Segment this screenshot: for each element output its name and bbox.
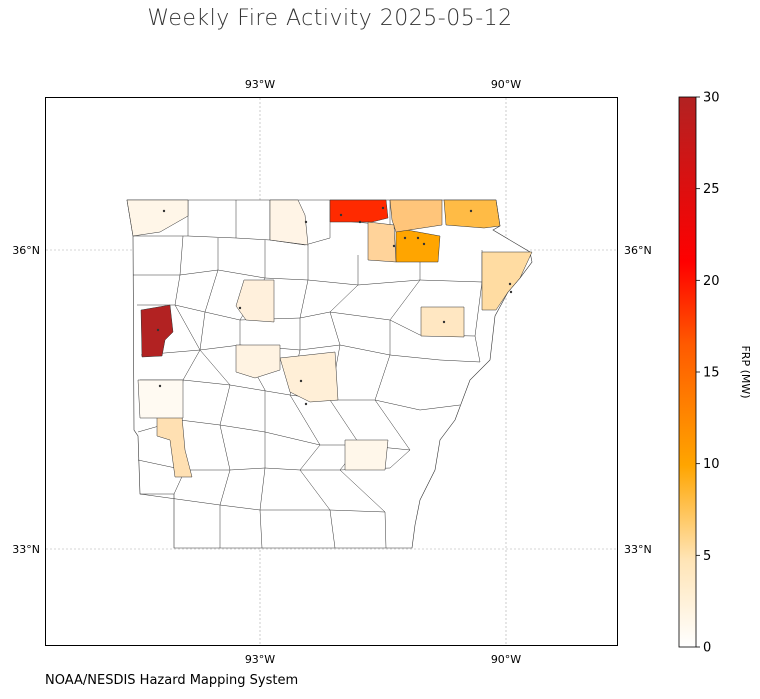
fire-point — [158, 384, 162, 388]
lon-tick-top-93w: 93°W — [245, 78, 275, 91]
lat-tick-left-36n: 36°N — [12, 244, 40, 257]
county-frp-1e — [344, 439, 389, 471]
county-frp-1a — [235, 279, 275, 323]
county-frp-2a — [420, 306, 465, 338]
fire-point — [339, 213, 343, 217]
county-frp-2b — [156, 416, 193, 478]
fire-point — [416, 236, 420, 240]
fire-point — [469, 209, 473, 213]
county-frp-3 — [367, 221, 397, 263]
county-frp-8 — [395, 227, 441, 263]
fire-point — [156, 328, 160, 332]
fire-point — [299, 379, 303, 383]
colorbar-tick-label: 25 — [703, 182, 720, 197]
fire-point — [381, 206, 385, 210]
county-frp-1b — [269, 199, 309, 246]
county-frp-6 — [389, 199, 443, 233]
fire-point — [358, 220, 362, 224]
colorbar-tick-label: 20 — [703, 274, 720, 289]
colorbar-tick-label: 30 — [703, 91, 720, 106]
lat-tick-right-36n: 36°N — [624, 244, 652, 257]
colorbar-label: FRP (MW) — [739, 345, 752, 398]
lon-tick-bottom-93w: 93°W — [245, 653, 275, 666]
lon-tick-bottom-90w: 90°W — [491, 653, 521, 666]
fire-point — [403, 236, 407, 240]
fire-point — [162, 209, 166, 213]
fire-point — [442, 320, 446, 324]
county-frp-7 — [443, 199, 501, 229]
county-frp-1c — [126, 199, 189, 237]
lat-tick-left-33n: 33°N — [12, 543, 40, 556]
fire-point — [509, 290, 513, 294]
lat-tick-right-33n: 33°N — [624, 543, 652, 556]
fire-point — [304, 220, 308, 224]
colorbar-ticks: 0 5 10 15 20 25 30 — [696, 91, 720, 656]
county-frp-2c — [279, 351, 339, 403]
fire-counties — [126, 199, 533, 478]
map-title: Weekly Fire Activity 2025-05-12 — [147, 6, 513, 31]
colorbar — [678, 96, 697, 648]
county-frp-05 — [137, 379, 184, 419]
data-source-credit: NOAA/NESDIS Hazard Mapping System — [45, 673, 299, 688]
fire-point — [422, 242, 426, 246]
fire-point — [508, 282, 512, 286]
colorbar-tick-label: 0 — [703, 641, 711, 656]
colorbar-tick-label: 5 — [703, 549, 711, 564]
fire-point — [392, 244, 396, 248]
fire-point — [304, 402, 308, 406]
lon-tick-top-90w: 90°W — [491, 78, 521, 91]
fire-detections — [156, 206, 513, 406]
fire-point — [238, 306, 242, 310]
county-frp-22 — [329, 199, 389, 223]
county-frp-4 — [481, 251, 533, 311]
county-frp-1d — [235, 344, 281, 379]
colorbar-tick-label: 10 — [703, 457, 720, 472]
colorbar-tick-label: 15 — [703, 366, 720, 381]
county-frp-30 — [140, 304, 174, 358]
